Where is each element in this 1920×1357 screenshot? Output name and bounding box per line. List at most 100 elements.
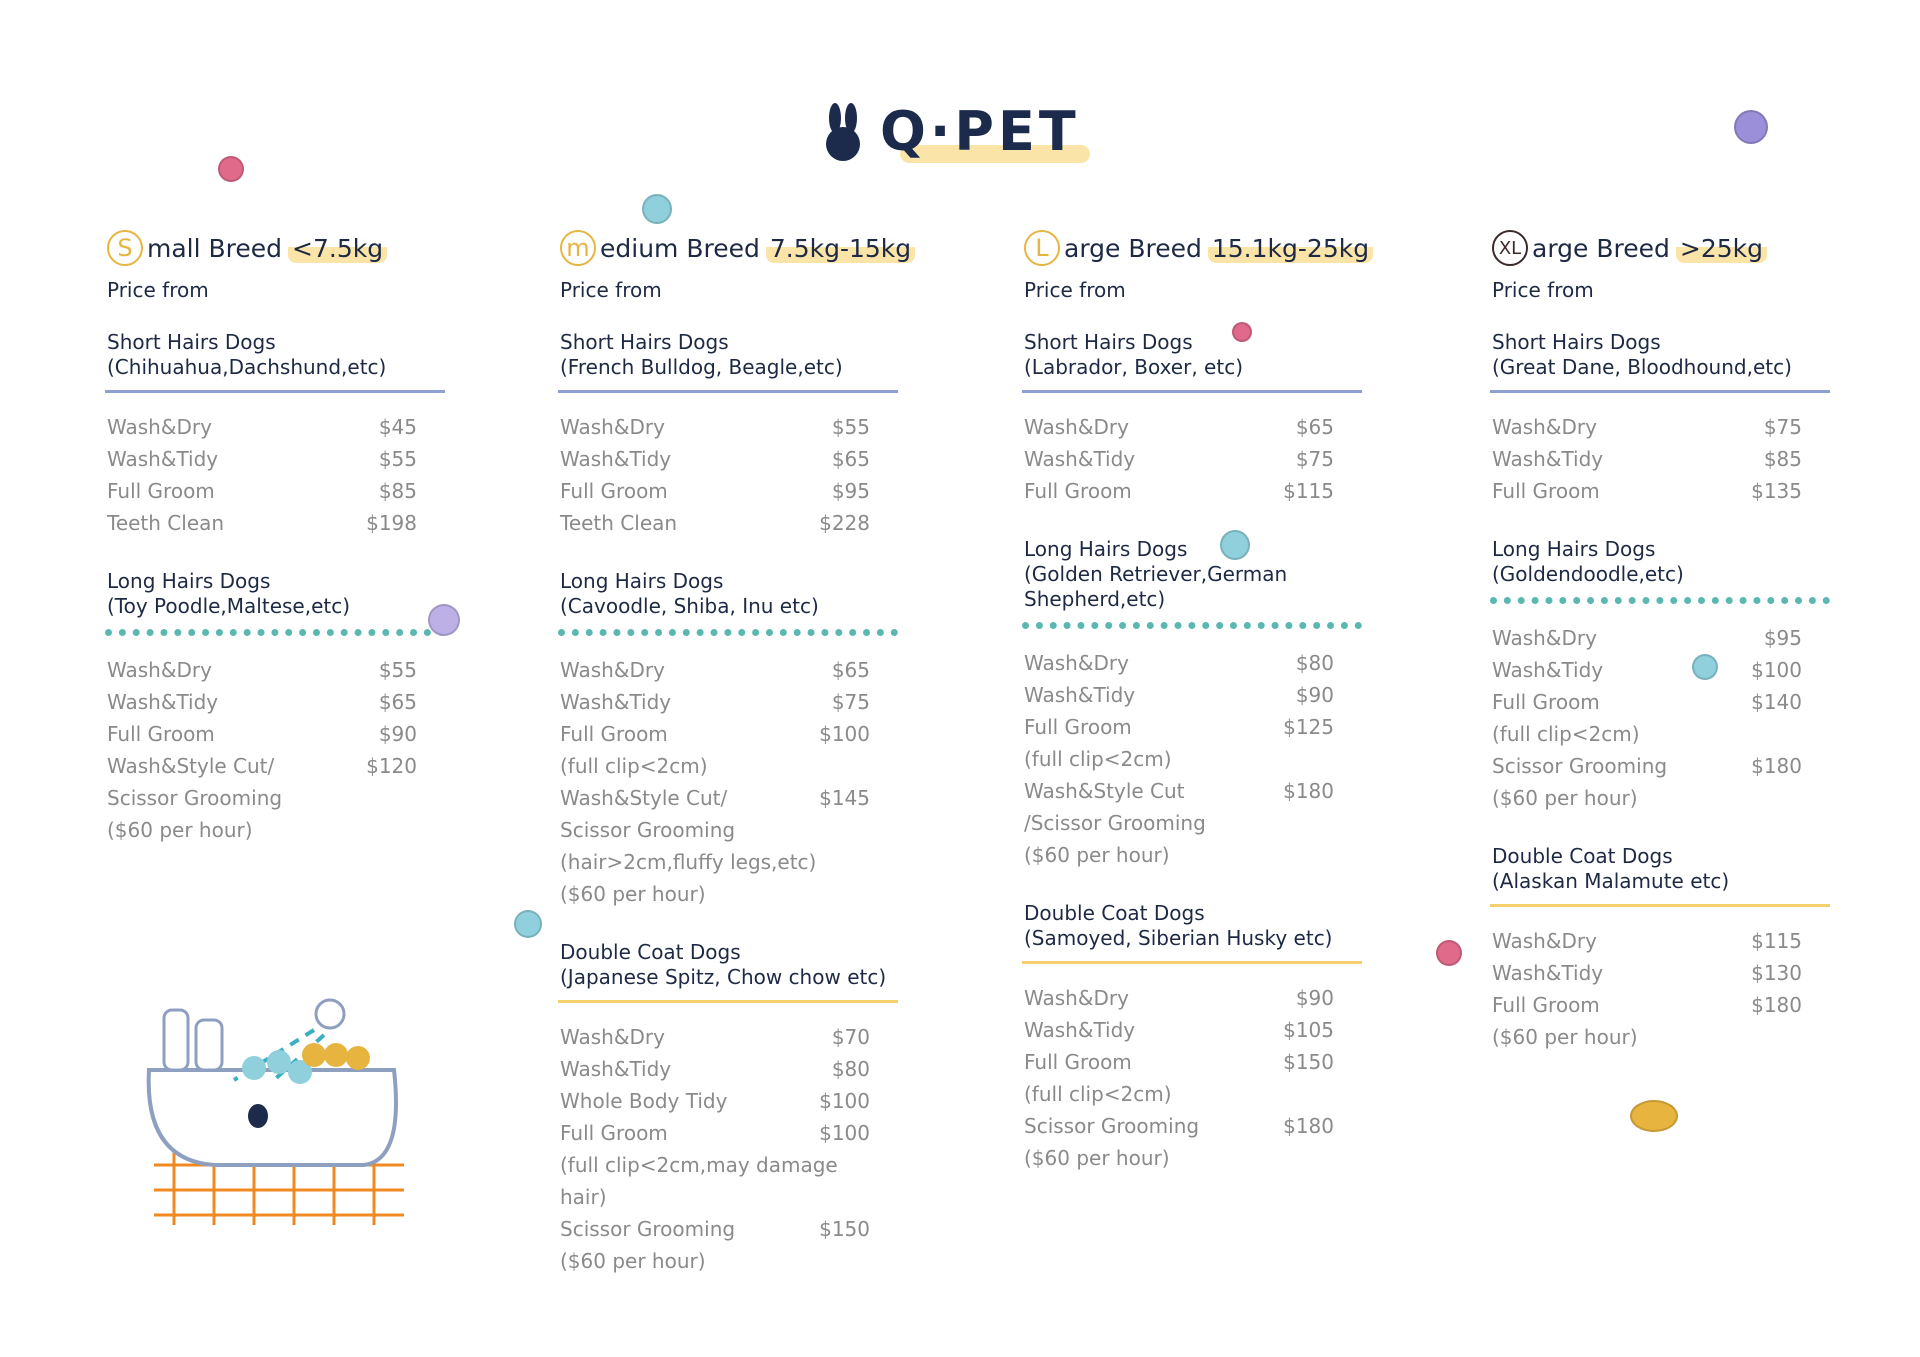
section-title: (Great Dane, Bloodhound,etc): [1492, 355, 1792, 379]
coat-section: Long Hairs Dogs (Toy Poodle,Maltese,etc) W…: [105, 569, 447, 846]
service-name: Wash&Dry: [1024, 415, 1129, 439]
breed-name: mall Breed: [147, 233, 283, 263]
service-name: (full clip<2cm): [1024, 1082, 1172, 1106]
service-name: Full Groom: [1492, 690, 1600, 714]
service-price: $105: [1283, 1018, 1334, 1042]
service-name: Wash&Dry: [560, 415, 665, 439]
service-name: Wash&Tidy: [1024, 683, 1136, 707]
service-name: ($60 per hour): [1492, 786, 1638, 810]
coat-section: Short Hairs Dogs (Chihuahua,Dachshund,etc…: [105, 330, 447, 539]
price-row: Wash&Tidy $65: [107, 686, 417, 718]
price-row: ($60 per hour): [1024, 839, 1334, 871]
coat-section: Long Hairs Dogs (Golden Retriever,German …: [1022, 537, 1364, 871]
price-row: Scissor Grooming $150: [560, 1213, 870, 1245]
bubble: [1436, 940, 1462, 966]
service-price: $180: [1751, 754, 1802, 778]
bubble: [1692, 654, 1718, 680]
service-name: Scissor Grooming: [1024, 1114, 1200, 1138]
service-price: $90: [1295, 683, 1334, 707]
service-name: (full clip<2cm): [1492, 722, 1640, 746]
size-badge: L: [1024, 230, 1060, 266]
price-row: Scissor Grooming $180: [1024, 1110, 1334, 1142]
breed-name: arge Breed: [1532, 233, 1670, 263]
price-row: Wash&Tidy $55: [107, 443, 417, 475]
breed-weight: <7.5kg: [288, 233, 388, 263]
bubble: [218, 156, 244, 182]
divider: [558, 390, 898, 393]
price-row: Wash&Tidy $90: [1024, 679, 1334, 711]
bubble: [1232, 322, 1252, 342]
service-name: (full clip<2cm): [1024, 747, 1172, 771]
section-title: Short Hairs Dogs: [560, 330, 729, 354]
service-price: $75: [1763, 415, 1802, 439]
section-title: (Samoyed, Siberian Husky etc): [1024, 926, 1333, 950]
price-from: Price from: [560, 278, 662, 302]
price-row: Wash&Style Cut/ $145: [560, 782, 870, 814]
service-name: Wash&Dry: [107, 658, 212, 682]
coat-section: Double Coat Dogs (Samoyed, Siberian Husky…: [1022, 901, 1364, 1174]
price-row: Full Groom $95: [560, 475, 870, 507]
price-row: ($60 per hour): [1024, 1142, 1334, 1174]
service-price: $55: [378, 658, 417, 682]
service-price: $65: [831, 658, 870, 682]
divider: [558, 1000, 898, 1003]
service-name: Wash&Dry: [1492, 415, 1597, 439]
service-name: Wash&Tidy: [1492, 961, 1604, 985]
divider: [1490, 904, 1830, 907]
service-price: $100: [819, 1121, 870, 1145]
price-row: Full Groom $115: [1024, 475, 1334, 507]
price-row: Full Groom $125: [1024, 711, 1334, 743]
service-name: Full Groom: [560, 1121, 668, 1145]
price-row: ($60 per hour): [1492, 1021, 1802, 1053]
logo: Q·PET: [820, 100, 1090, 163]
section-title: Short Hairs Dogs: [1492, 330, 1661, 354]
price-row: Wash&Dry $65: [1024, 411, 1334, 443]
price-row: Wash&Dry $55: [560, 411, 870, 443]
service-name: ($60 per hour): [560, 1249, 706, 1273]
price-row: Scissor Grooming: [107, 782, 417, 814]
price-from: Price from: [1024, 278, 1126, 302]
divider: [1022, 390, 1362, 393]
service-name: Wash&Style Cut/: [560, 786, 728, 810]
bubble: [1734, 110, 1768, 144]
section-title: Long Hairs Dogs: [1024, 537, 1188, 561]
price-column: m edium Breed 7.5kg-15kg Price from Short Ha…: [558, 230, 916, 1307]
price-row: Scissor Grooming $180: [1492, 750, 1802, 782]
service-price: $80: [1295, 651, 1334, 675]
price-from: Price from: [1492, 278, 1594, 302]
service-name: /Scissor Grooming: [1024, 811, 1206, 835]
service-name: (hair>2cm,fluffy legs,etc): [560, 850, 817, 874]
price-row: Wash&Dry $90: [1024, 982, 1334, 1014]
service-name: Wash&Dry: [1492, 626, 1597, 650]
section-title: Long Hairs Dogs: [560, 569, 724, 593]
bubble: [428, 604, 460, 636]
price-row: (full clip<2cm): [560, 750, 870, 782]
price-row: Full Groom $140: [1492, 686, 1802, 718]
bubble: [642, 194, 672, 224]
section-title: (Goldendoodle,etc): [1492, 562, 1684, 586]
section-title: (Toy Poodle,Maltese,etc): [107, 594, 351, 618]
rabbit-icon: [826, 102, 860, 161]
price-row: (full clip<2cm,may damage hair): [560, 1149, 870, 1213]
breed-weight: >25kg: [1675, 233, 1767, 263]
service-name: ($60 per hour): [107, 818, 253, 842]
coat-section: Double Coat Dogs (Japanese Spitz, Chow ch…: [558, 940, 900, 1277]
logo-text: Q·PET: [880, 100, 1090, 163]
service-name: Full Groom: [107, 722, 215, 746]
service-price: $65: [831, 447, 870, 471]
service-price: $120: [366, 754, 417, 778]
service-price: $150: [819, 1217, 870, 1241]
price-row: ($60 per hour): [560, 878, 870, 910]
service-price: $100: [1751, 658, 1802, 682]
bubble: [514, 910, 542, 938]
service-name: Full Groom: [560, 479, 668, 503]
service-price: $198: [366, 511, 417, 535]
service-price: $100: [819, 1089, 870, 1113]
service-name: ($60 per hour): [1492, 1025, 1638, 1049]
section-title: Long Hairs Dogs: [1492, 537, 1656, 561]
service-name: Scissor Grooming: [1492, 754, 1668, 778]
price-row: Full Groom $150: [1024, 1046, 1334, 1078]
service-price: $95: [831, 479, 870, 503]
